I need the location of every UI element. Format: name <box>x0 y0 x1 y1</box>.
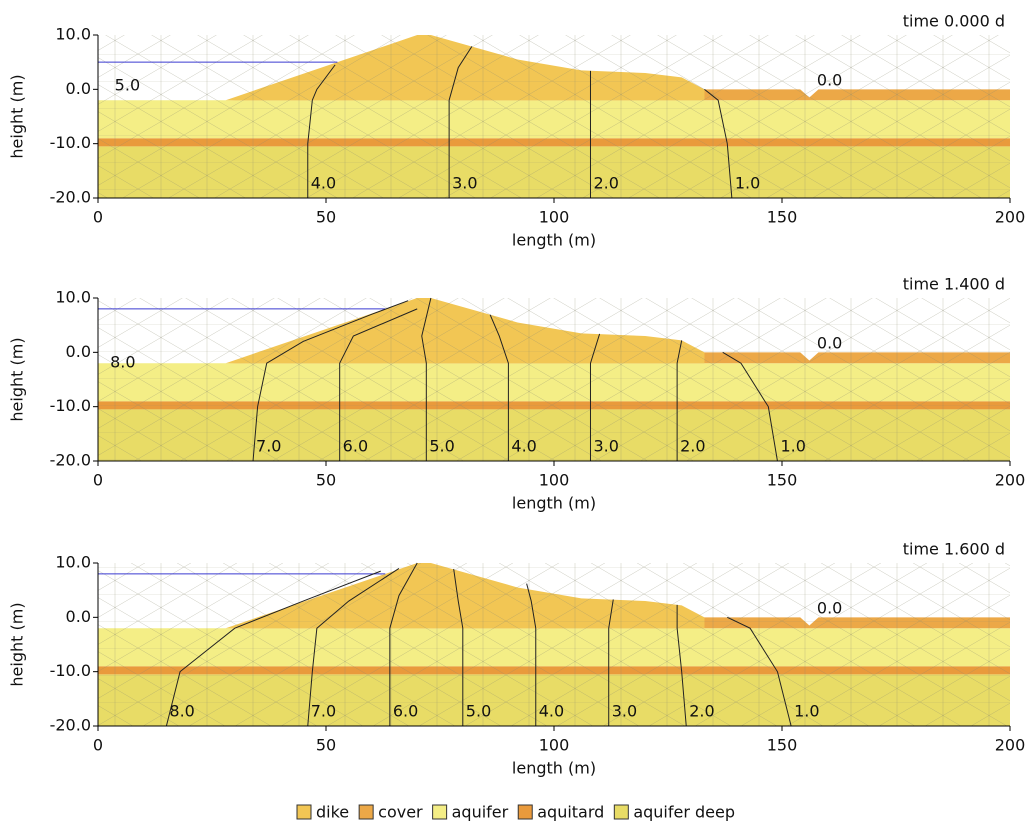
contour-label: 5.0 <box>466 702 491 721</box>
y-tick-label: -10.0 <box>50 396 91 415</box>
x-tick-label: 0 <box>93 471 103 490</box>
y-tick-label: -20.0 <box>50 451 91 470</box>
panel: 8.0 7.0 6.0 5.0 4.0 3.0 2.0 1.0 0.0 10.0 0.0 -10.0 -… <box>8 540 1026 778</box>
legend: dike cover aquifer aquitard aquifer deep <box>297 803 735 822</box>
y-tick-label: 10.0 <box>55 25 91 44</box>
panel-title: time 0.000 d <box>903 12 1005 31</box>
legend-label: aquifer deep <box>633 803 735 822</box>
legend-label: dike <box>316 803 349 822</box>
contour-label: 7.0 <box>311 702 336 721</box>
y-tick-label: 10.0 <box>55 288 91 307</box>
y-tick-label: -20.0 <box>50 716 91 735</box>
contour-label: 6.0 <box>343 437 368 456</box>
x-tick-label: 200 <box>995 471 1026 490</box>
contour-label: 8.0 <box>110 352 135 371</box>
contour-label: 4.0 <box>539 702 564 721</box>
legend-label: cover <box>378 803 423 822</box>
y-axis-label: height (m) <box>8 337 27 421</box>
mesh <box>98 35 1010 198</box>
y-axis-label: height (m) <box>8 602 27 686</box>
panel: 8.0 7.0 6.0 5.0 4.0 3.0 2.0 1.0 0.0 10.0 0.0 -10.0 -… <box>8 275 1026 513</box>
panel: 5.0 4.0 3.0 2.0 1.0 0.0 10.0 0.0 -10.0 -20.00 50 10… <box>8 12 1026 250</box>
contour-label: 1.0 <box>735 174 760 193</box>
contour-label: 2.0 <box>680 437 705 456</box>
contour-label: 0.0 <box>817 598 842 617</box>
legend-swatch <box>614 805 628 819</box>
contour-label: 5.0 <box>115 76 140 95</box>
contour-label: 2.0 <box>689 702 714 721</box>
y-tick-label: 0.0 <box>66 607 91 626</box>
contour-label: 8.0 <box>169 702 194 721</box>
x-tick-label: 50 <box>316 471 336 490</box>
y-tick-label: 10.0 <box>55 553 91 572</box>
legend-swatch <box>433 805 447 819</box>
x-tick-label: 0 <box>93 208 103 227</box>
legend-swatch <box>297 805 311 819</box>
legend-label: aquifer <box>452 803 509 822</box>
x-tick-label: 150 <box>767 208 798 227</box>
x-tick-label: 100 <box>539 471 570 490</box>
y-tick-label: 0.0 <box>66 79 91 98</box>
panel-title: time 1.400 d <box>903 275 1005 294</box>
contour-label: 4.0 <box>511 437 536 456</box>
x-tick-label: 50 <box>316 208 336 227</box>
mesh <box>98 298 1010 461</box>
panel-title: time 1.600 d <box>903 540 1005 559</box>
x-tick-label: 200 <box>995 736 1026 755</box>
contour-label: 3.0 <box>612 702 637 721</box>
contour-label: 6.0 <box>393 702 418 721</box>
x-tick-label: 50 <box>316 736 336 755</box>
x-tick-label: 150 <box>767 471 798 490</box>
x-axis-label: length (m) <box>512 231 596 250</box>
contour-label: 5.0 <box>429 437 454 456</box>
y-axis-label: height (m) <box>8 74 27 158</box>
contour-label: 0.0 <box>817 333 842 352</box>
y-tick-label: -10.0 <box>50 133 91 152</box>
contour-label: 0.0 <box>817 70 842 89</box>
y-tick-label: -20.0 <box>50 188 91 207</box>
contour-label: 3.0 <box>593 437 618 456</box>
legend-swatch <box>518 805 532 819</box>
contour-label: 1.0 <box>780 437 805 456</box>
legend-swatch <box>359 805 373 819</box>
y-tick-label: -10.0 <box>50 661 91 680</box>
contour-label: 1.0 <box>794 702 819 721</box>
contour-label: 7.0 <box>256 437 281 456</box>
figure: 5.04.03.02.01.00.010.00.0-10.0-20.005010… <box>0 0 1033 831</box>
x-tick-label: 0 <box>93 736 103 755</box>
x-tick-label: 200 <box>995 208 1026 227</box>
x-axis-label: length (m) <box>512 759 596 778</box>
y-tick-label: 0.0 <box>66 342 91 361</box>
contour-label: 3.0 <box>452 174 477 193</box>
x-tick-label: 100 <box>539 736 570 755</box>
x-axis-label: length (m) <box>512 494 596 513</box>
x-tick-label: 150 <box>767 736 798 755</box>
contour-label: 2.0 <box>593 174 618 193</box>
contour-label: 4.0 <box>311 174 336 193</box>
x-tick-label: 100 <box>539 208 570 227</box>
legend-label: aquitard <box>537 803 604 822</box>
